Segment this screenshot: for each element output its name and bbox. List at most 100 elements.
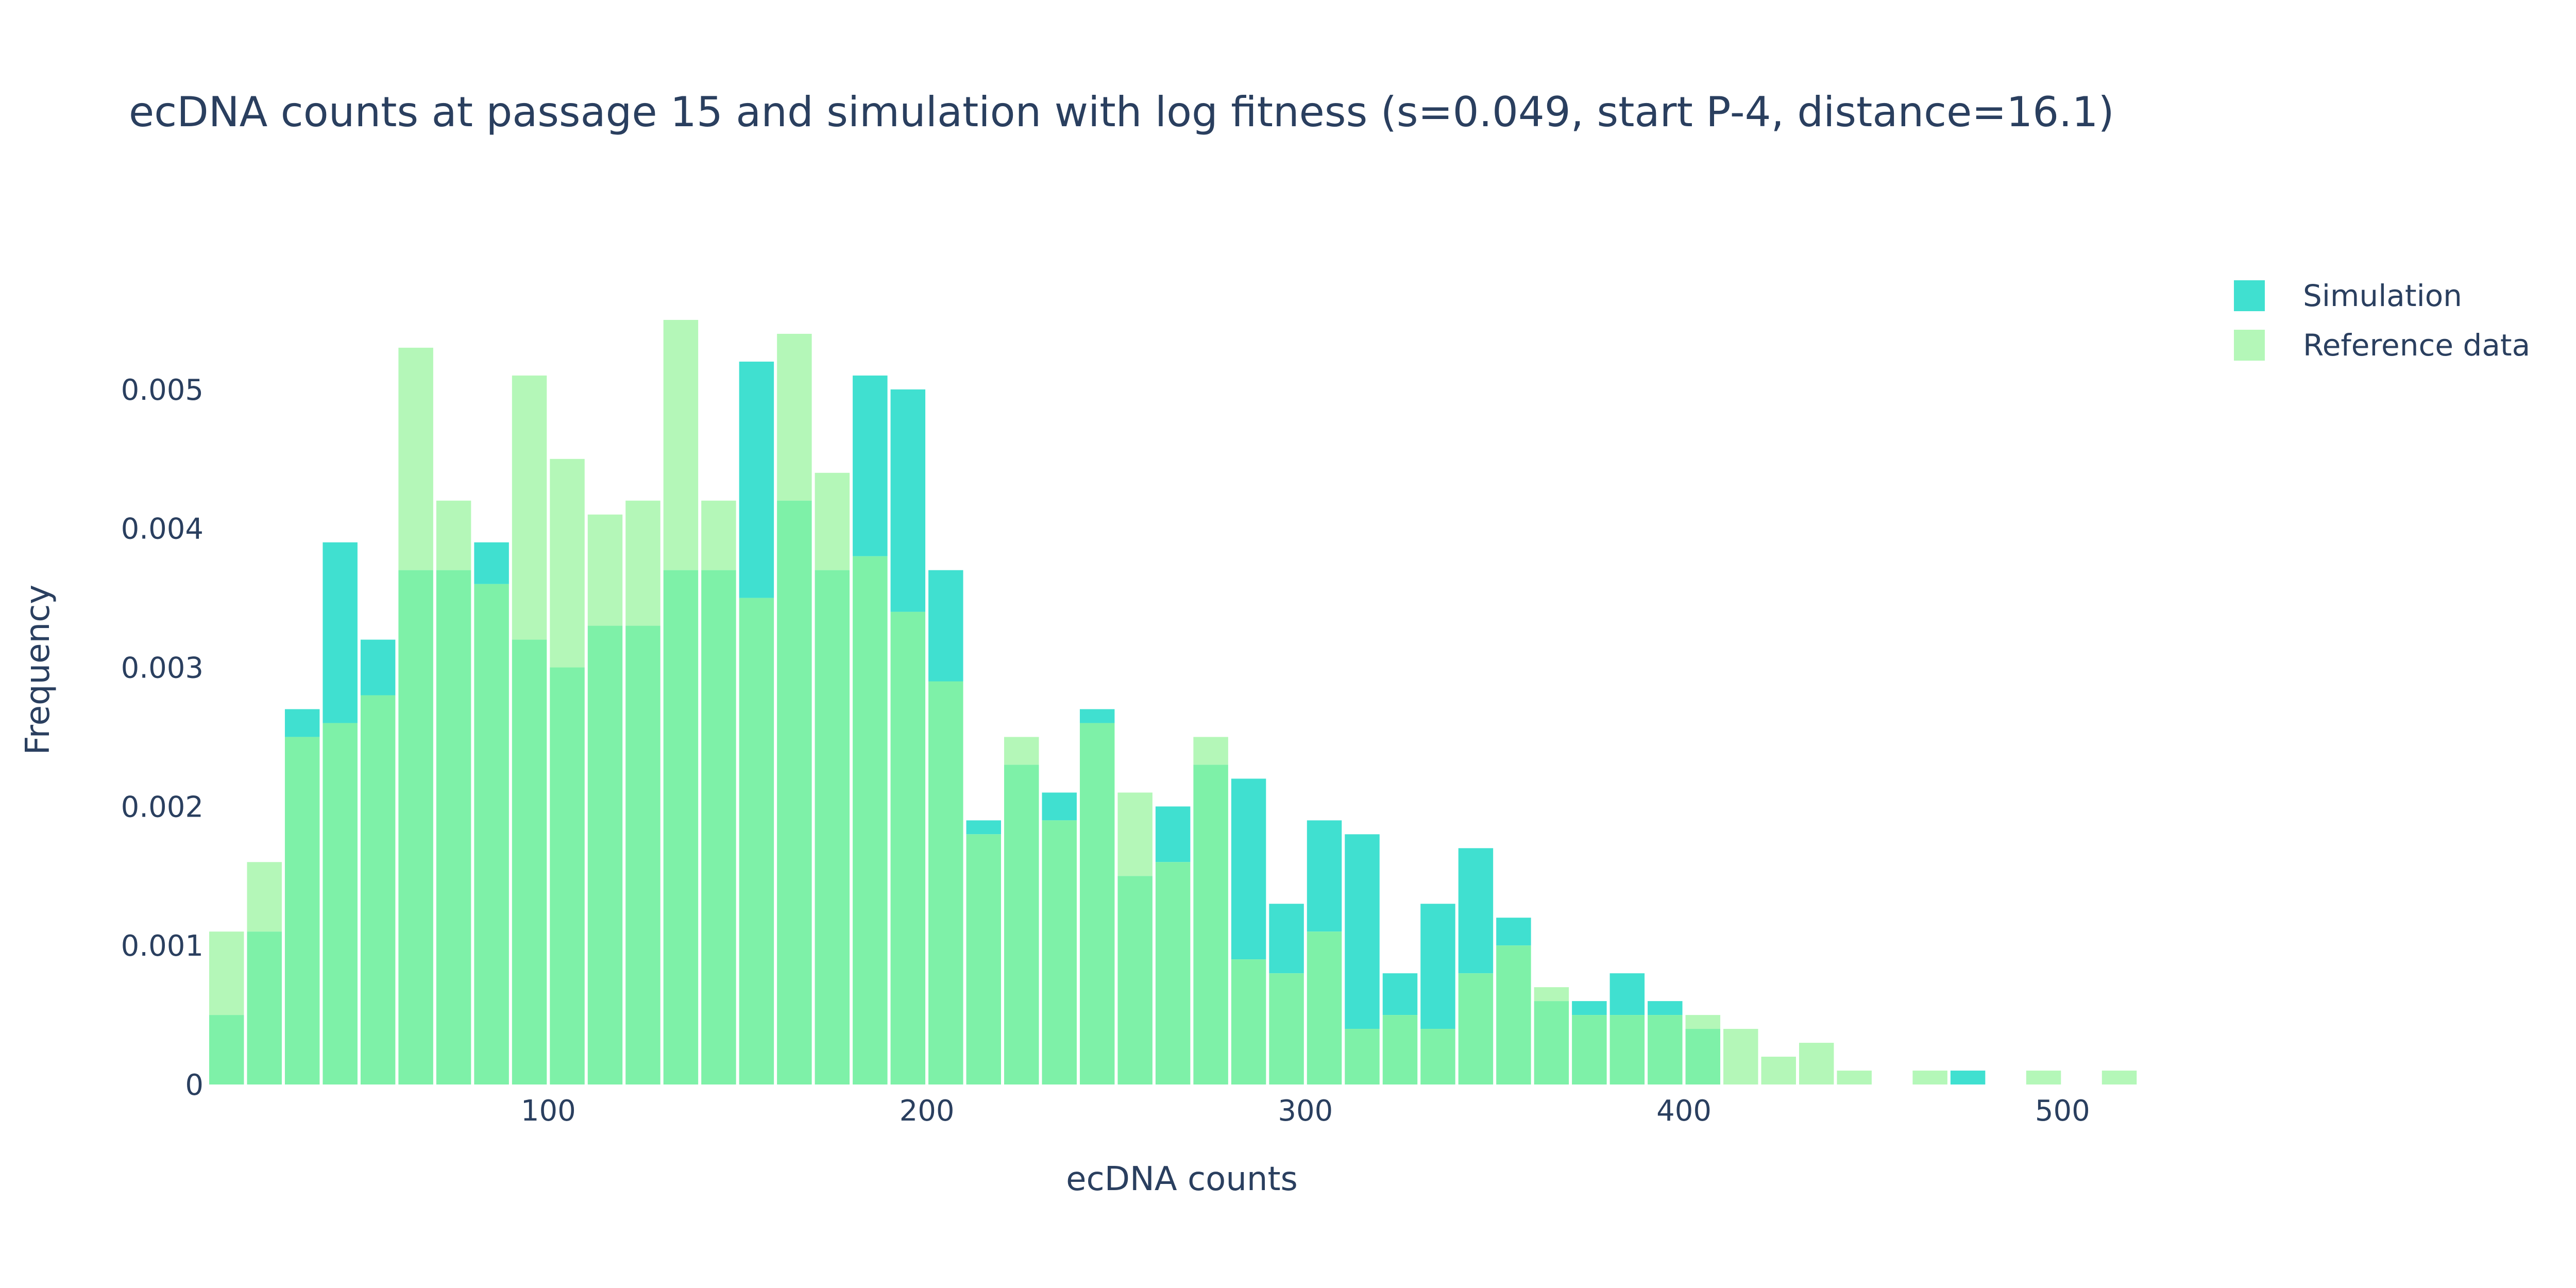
- x-axis-title: ecDNA counts: [1066, 1160, 1298, 1198]
- bar-reference-data: [815, 472, 850, 570]
- y-tick-label: 0.002: [121, 790, 204, 824]
- bar-reference-data: [587, 514, 623, 626]
- bar-reference-data: [1912, 1071, 1947, 1084]
- bar-overlap: [474, 584, 509, 1084]
- bar-overlap: [1155, 862, 1191, 1084]
- bar-reference-data: [663, 319, 699, 570]
- bar-overlap: [1685, 1029, 1721, 1084]
- legend-item-simulation[interactable]: Simulation: [2234, 278, 2462, 313]
- bar-overlap: [587, 625, 623, 1084]
- bar-overlap: [550, 667, 585, 1084]
- bar-overlap: [815, 570, 850, 1084]
- bar-overlap: [436, 570, 471, 1084]
- legend-swatch-reference-data: [2234, 330, 2265, 361]
- bar-simulation: [966, 820, 1001, 835]
- bar-overlap: [966, 834, 1001, 1084]
- bar-overlap: [209, 1015, 244, 1084]
- bar-simulation: [1042, 792, 1077, 821]
- bar-simulation: [284, 709, 320, 737]
- bar-reference-data: [1723, 1029, 1758, 1084]
- bar-reference-data: [701, 500, 736, 570]
- bar-simulation: [474, 542, 509, 584]
- bar-simulation: [1155, 806, 1191, 862]
- bar-overlap: [323, 723, 358, 1084]
- bar-reference-data: [2102, 1071, 2137, 1084]
- bar-overlap: [284, 737, 320, 1084]
- legend-label-reference-data: Reference data: [2303, 328, 2530, 363]
- bar-simulation: [1496, 918, 1531, 946]
- bar-reference-data: [1004, 737, 1039, 765]
- bar-reference-data: [625, 500, 660, 626]
- y-tick-label: 0.003: [121, 652, 204, 685]
- bar-simulation: [1420, 904, 1455, 1029]
- bar-overlap: [1231, 959, 1266, 1084]
- x-tick-label: 200: [900, 1094, 955, 1128]
- plot-area: [209, 319, 2137, 1084]
- bar-reference-data: [1685, 1015, 1721, 1029]
- legend-swatch-simulation: [2234, 280, 2265, 311]
- bar-simulation: [1079, 709, 1115, 723]
- bar-simulation: [360, 639, 396, 696]
- bar-overlap: [1345, 1029, 1380, 1084]
- bar-overlap: [663, 570, 699, 1084]
- bar-overlap: [1534, 1001, 1569, 1084]
- bar-simulation: [890, 389, 926, 612]
- bar-overlap: [1648, 1015, 1683, 1084]
- y-tick-label: 0.004: [121, 513, 204, 546]
- legend: Simulation Reference data: [2234, 278, 2530, 363]
- bar-overlap: [1420, 1029, 1455, 1084]
- bar-simulation: [1572, 1001, 1607, 1015]
- bar-simulation: [323, 542, 358, 723]
- bar-simulation: [1950, 1071, 1986, 1084]
- y-tick-label: 0.005: [121, 374, 204, 407]
- bar-overlap: [928, 681, 963, 1084]
- bar-simulation: [1269, 904, 1304, 974]
- bar-reference-data: [1761, 1057, 1796, 1084]
- bar-reference-data: [1534, 987, 1569, 1002]
- bar-overlap: [360, 695, 396, 1084]
- bar-overlap: [1117, 876, 1153, 1084]
- bar-overlap: [1079, 723, 1115, 1084]
- bar-overlap: [1042, 820, 1077, 1084]
- bar-simulation: [1231, 778, 1266, 960]
- bar-reference-data: [2026, 1071, 2061, 1084]
- bar-overlap: [1458, 973, 1494, 1084]
- bar-reference-data: [1193, 737, 1228, 765]
- bar-reference-data: [209, 931, 244, 1015]
- x-tick-label: 100: [521, 1094, 576, 1128]
- x-tick-label: 300: [1278, 1094, 1333, 1128]
- bar-overlap: [1609, 1015, 1645, 1084]
- bar-overlap: [777, 500, 812, 1084]
- x-tick-label: 500: [2035, 1094, 2090, 1128]
- bar-simulation: [739, 361, 774, 598]
- bar-overlap: [701, 570, 736, 1084]
- y-axis-title: Frequency: [19, 585, 57, 755]
- legend-item-reference-data[interactable]: Reference data: [2234, 328, 2530, 363]
- bar-overlap: [1193, 765, 1228, 1084]
- bar-simulation: [853, 375, 888, 556]
- y-tick-label: 0.001: [121, 929, 204, 963]
- bar-overlap: [1496, 945, 1531, 1084]
- y-axis-ticks: 0 0.001 0.002 0.003 0.004 0.005: [121, 374, 204, 1102]
- bar-overlap: [853, 556, 888, 1084]
- bar-overlap: [1307, 931, 1342, 1084]
- bar-simulation: [1648, 1001, 1683, 1015]
- bar-reference-data: [550, 459, 585, 668]
- bar-overlap: [625, 625, 660, 1084]
- bar-simulation: [1345, 834, 1380, 1029]
- bar-reference-data: [1799, 1043, 1834, 1084]
- chart-title: ecDNA counts at passage 15 and simulatio…: [129, 88, 2114, 136]
- x-tick-label: 400: [1656, 1094, 1711, 1128]
- bar-overlap: [890, 612, 926, 1084]
- bar-reference-data: [247, 862, 282, 932]
- bar-overlap: [1269, 973, 1304, 1084]
- bar-reference-data: [436, 500, 471, 570]
- bar-overlap: [1382, 1015, 1418, 1084]
- bar-overlap: [1572, 1015, 1607, 1084]
- bar-overlap: [1004, 765, 1039, 1084]
- legend-label-simulation: Simulation: [2303, 278, 2462, 313]
- bar-reference-data: [398, 347, 433, 570]
- bar-reference-data: [1117, 792, 1153, 876]
- bar-reference-data: [777, 333, 812, 501]
